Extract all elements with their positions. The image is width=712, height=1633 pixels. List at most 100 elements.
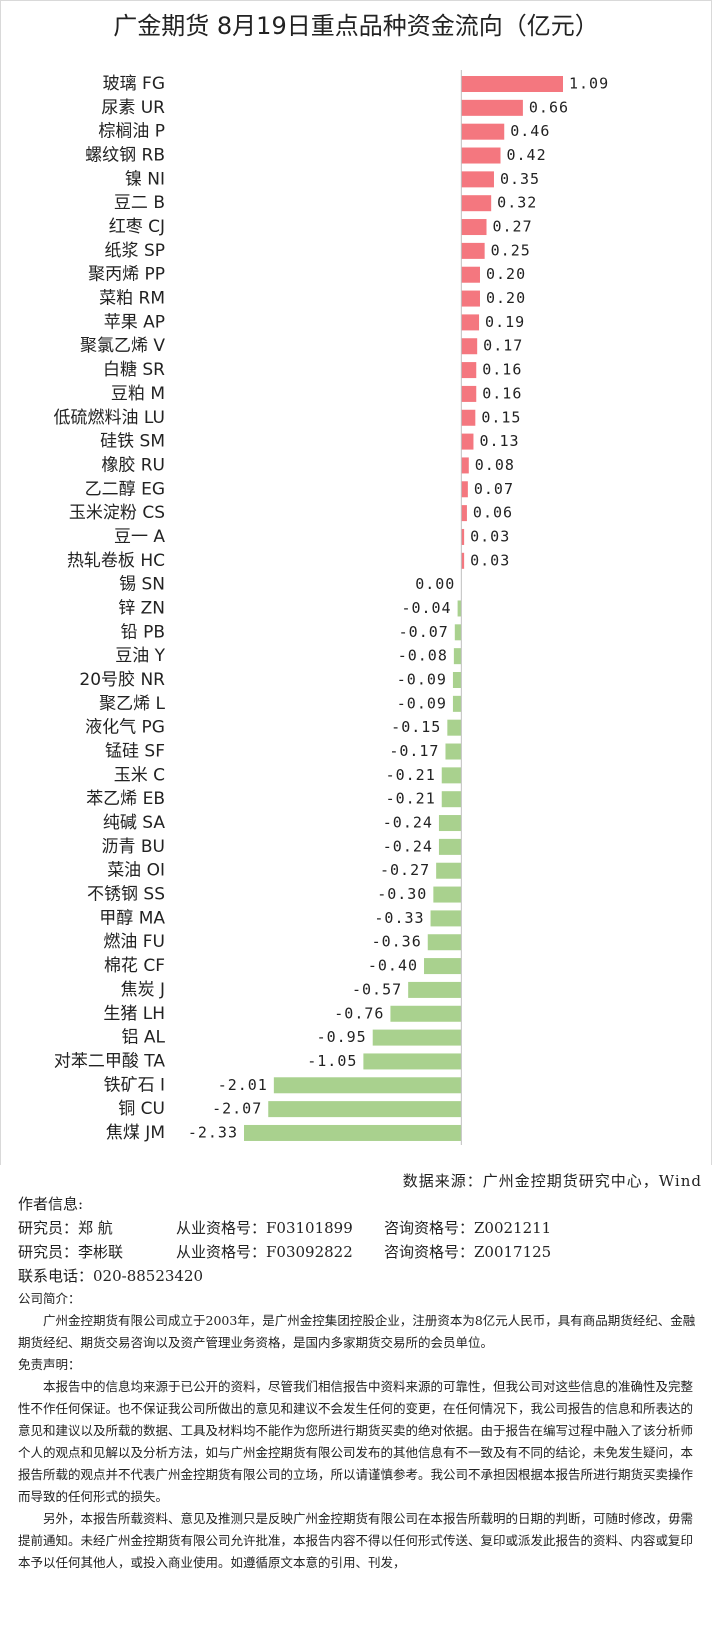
bar — [461, 362, 477, 379]
value-label: -0.36 — [372, 933, 422, 951]
value-label: -0.15 — [391, 718, 441, 736]
category-label: 不锈钢 SS — [87, 885, 165, 905]
value-label: 0.06 — [473, 504, 513, 522]
bar — [461, 123, 505, 140]
value-label: -0.04 — [401, 599, 451, 617]
value-label: 0.16 — [482, 384, 522, 402]
category-label: 尿素 UR — [101, 98, 165, 118]
chart-title: 广金期货 8月19日重点品种资金流向（亿元） — [113, 12, 598, 40]
bar — [427, 934, 462, 951]
category-label: 铝 AL — [121, 1028, 165, 1048]
value-label: -1.05 — [307, 1052, 357, 1070]
category-label: 燃油 FU — [103, 932, 165, 952]
source-note: 数据来源：广州金控期货研究中心，Wind — [402, 1172, 702, 1190]
category-label: 铜 CU — [118, 1099, 165, 1119]
category-label: 液化气 PG — [85, 718, 165, 738]
bar — [438, 815, 462, 832]
bar — [445, 743, 462, 760]
category-label: 铅 PB — [121, 622, 165, 642]
category-label: 乙二醇 EG — [85, 479, 165, 499]
value-label: -0.57 — [352, 980, 402, 998]
category-label: 锰硅 SF — [105, 742, 165, 762]
value-label: 0.13 — [479, 432, 519, 450]
value-label: 0.17 — [483, 337, 523, 355]
category-label: 菜粕 RM — [99, 289, 165, 309]
value-label: 0.20 — [486, 289, 526, 307]
chart: 广金期货 8月19日重点品种资金流向（亿元） 玻璃 FG 1.09 尿素 UR 0.6… — [0, 0, 712, 1165]
category-label: 聚丙烯 PP — [88, 265, 165, 285]
value-label: 0.08 — [475, 456, 515, 474]
bar — [363, 1053, 462, 1070]
bar — [461, 409, 476, 426]
category-label: 玻璃 FG — [103, 74, 165, 94]
intro-text: 广州金控期货有限公司成立于2003年，是广州金控集团控股企业，注册资本为8亿元人… — [18, 1313, 696, 1350]
bar — [461, 552, 465, 569]
bar — [461, 147, 501, 164]
category-label: 焦煤 JM — [106, 1123, 165, 1143]
category-label: 红枣 CJ — [109, 217, 165, 237]
value-label: -0.17 — [389, 742, 439, 760]
analyst-row: 研究员：郑 航 从业资格号：F03101899 咨询资格号：Z0021211 — [18, 1216, 698, 1240]
value-label: -0.27 — [380, 861, 430, 879]
category-label: 低硫燃料油 LU — [54, 408, 165, 428]
category-label: 生猪 LH — [103, 1004, 165, 1024]
category-label: 豆粕 M — [111, 384, 165, 404]
category-label: 白糖 SR — [103, 360, 165, 380]
category-label: 铁矿石 I — [104, 1075, 165, 1095]
disclaimer-text: 另外，本报告所载资料、意见及推测只是反映广州金控期货有限公司在本报告所载明的日期… — [18, 1511, 694, 1570]
category-label: 锡 SN — [119, 575, 165, 595]
value-label: -0.21 — [386, 766, 436, 784]
value-label: -0.40 — [368, 957, 418, 975]
bar — [461, 195, 492, 212]
category-label: 聚乙烯 L — [99, 694, 165, 714]
value-label: 0.00 — [415, 575, 455, 593]
category-label: 20号胶 NR — [79, 670, 165, 690]
author-info: 作者信息: 研究员：郑 航 从业资格号：F03101899 咨询资格号：Z00212… — [18, 1192, 698, 1574]
disclaimer-text: 本报告中的信息均来源于已公开的资料，尽管我们相信报告中资料来源的可靠性，但我公司… — [18, 1379, 694, 1504]
analyst-name: 研究员：李彬联 — [18, 1243, 124, 1261]
bar — [441, 791, 462, 808]
bar — [430, 910, 462, 927]
value-label: -2.33 — [188, 1123, 238, 1141]
value-label: 0.07 — [474, 480, 514, 498]
value-label: -0.30 — [377, 885, 427, 903]
license-number: 从业资格号：F03101899 — [176, 1219, 353, 1237]
bar — [452, 695, 462, 712]
bar — [461, 314, 480, 331]
bar — [268, 1101, 462, 1118]
category-label: 焦炭 J — [121, 980, 165, 1000]
category-label: 苯乙烯 EB — [86, 789, 165, 809]
bar — [372, 1029, 462, 1046]
license-number: 从业资格号：F03092822 — [176, 1243, 353, 1261]
bar — [461, 338, 478, 355]
value-label: 0.03 — [470, 551, 510, 569]
category-label: 玉米 C — [114, 765, 165, 785]
value-label: -0.07 — [399, 623, 449, 641]
category-label: 甲醇 MA — [99, 908, 165, 928]
bar — [461, 76, 563, 92]
category-label: 橡胶 RU — [101, 455, 165, 475]
category-label: 豆一 A — [114, 527, 165, 547]
value-label: -0.76 — [334, 1004, 384, 1022]
category-label: 纸浆 SP — [105, 241, 165, 261]
value-label: 0.46 — [510, 122, 550, 140]
category-label: 热轧卷板 HC — [67, 551, 165, 571]
value-label: -0.33 — [374, 909, 424, 927]
analyst-row: 研究员：李彬联 从业资格号：F03092822 咨询资格号：Z0017125 — [18, 1240, 698, 1264]
disclaimer-heading: 免责声明： — [18, 1357, 81, 1372]
category-label: 苹果 AP — [104, 312, 165, 332]
bar — [461, 290, 480, 307]
value-label: -0.09 — [397, 671, 447, 689]
value-label: -0.24 — [383, 814, 433, 832]
category-label: 螺纹钢 RB — [85, 146, 165, 166]
value-label: -0.21 — [386, 790, 436, 808]
category-label: 锌 ZN — [118, 598, 165, 618]
bar — [461, 219, 487, 236]
bar — [461, 505, 467, 522]
category-label: 纯碱 SA — [103, 813, 166, 833]
bar — [453, 648, 462, 665]
bar — [390, 1005, 462, 1022]
category-label: 对苯二甲酸 TA — [54, 1051, 165, 1071]
value-label: -0.95 — [317, 1028, 367, 1046]
bar — [408, 981, 462, 998]
